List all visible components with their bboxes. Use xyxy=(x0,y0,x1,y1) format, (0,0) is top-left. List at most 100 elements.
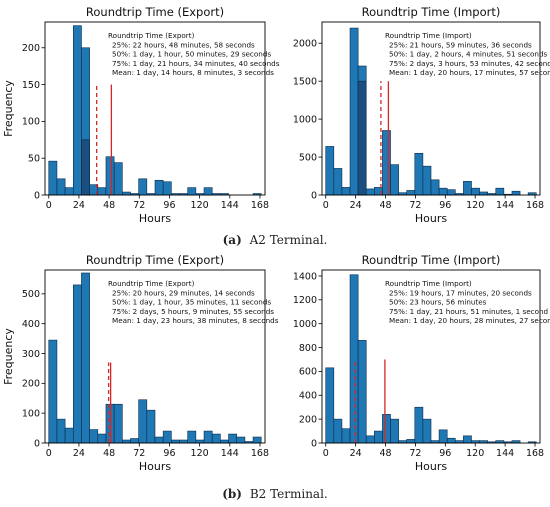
panel-2-frame xyxy=(321,21,541,196)
panel-3: 0 24 48 72 96 120 144 168 0 100 200 300 400 500 Roundt… xyxy=(2,253,279,473)
panel-2-title: Roundtrip Time (Import) xyxy=(362,5,501,19)
panel-3-ytick-label: 0 xyxy=(34,438,40,449)
panel-2-ytick-label: 0 xyxy=(311,190,317,201)
panel-3-stats-line: 25%: 20 hours, 29 minutes, 14 seconds xyxy=(112,288,255,297)
panel-3-bar xyxy=(97,433,107,444)
panel-4-ytick-label: 200 xyxy=(299,414,317,425)
panel-4-ytick-label: 0 xyxy=(311,438,317,449)
panel-2-xtick-label: 144 xyxy=(496,200,514,211)
panel-4-ytick-label: 1400 xyxy=(293,271,317,282)
panel-4-bar xyxy=(357,340,367,444)
panel-3-ytick-label: 300 xyxy=(22,349,40,360)
panel-3-stats-heading: Roundtrip Time (Export) xyxy=(108,279,195,288)
panel-3-xtick-label: 0 xyxy=(46,448,52,459)
panel-2-bar xyxy=(414,152,424,196)
panel-2-stats-line: 50%: 1 day, 2 hours, 4 minutes, 51 secon… xyxy=(389,50,548,59)
panel-1-ytick-label: 150 xyxy=(22,80,40,91)
panel-2-bar xyxy=(463,181,472,196)
panel-3-bar xyxy=(187,430,197,444)
panel-2-stats-line: 25%: 21 hours, 59 minutes, 36 seconds xyxy=(389,40,532,49)
panel-1-xlabel: Hours xyxy=(139,212,171,225)
panel-4-ytick-label: 1200 xyxy=(293,295,317,306)
panel-1-title: Roundtrip Time (Export) xyxy=(86,5,224,19)
panel-4-stats-heading: Roundtrip Time (Import) xyxy=(385,279,472,288)
panel-1-bar xyxy=(72,25,82,196)
panel-2-xlabel: Hours xyxy=(415,212,447,225)
panel-2-bar xyxy=(406,190,416,196)
panel-3-ytick-label: 100 xyxy=(22,408,40,419)
caption-a-letter: (a) xyxy=(223,233,242,247)
panel-1-bar xyxy=(203,187,213,196)
panel-1-ytick-label: 100 xyxy=(22,117,40,128)
panel-2-bar xyxy=(349,27,359,196)
panel-4-stats-line: 25%: 19 hours, 17 minutes, 20 seconds xyxy=(389,288,532,297)
panel-4-ytick-label: 600 xyxy=(299,367,317,378)
panel-2-bar xyxy=(438,187,448,196)
panel-1-stats-line: 25%: 22 hours, 48 minutes, 58 seconds xyxy=(112,40,255,49)
panel-1-ytick-label: 0 xyxy=(34,190,40,201)
panel-3-bar xyxy=(162,430,172,444)
panel-4-bar xyxy=(349,274,359,444)
panel-3-title: Roundtrip Time (Export) xyxy=(86,253,224,267)
panel-3-stats-line: Mean: 1 day, 23 hours, 38 minutes, 8 sec… xyxy=(112,316,279,325)
panel-4-bar xyxy=(333,418,343,444)
panel-3-xtick-label: 24 xyxy=(73,448,85,459)
panel-3-xtick-label: 120 xyxy=(191,448,209,459)
panel-2-xtick-label: 48 xyxy=(379,200,391,211)
panel-4-xtick-label: 96 xyxy=(439,448,451,459)
panel-4-bar xyxy=(325,367,335,444)
panel-1-bar xyxy=(56,178,66,196)
panel-2-stats-line: 75%: 2 days, 3 hours, 53 minutes, 42 sec… xyxy=(389,59,550,68)
panel-1-stats-line: 50%: 1 day, 1 hour, 50 minutes, 29 secon… xyxy=(112,50,271,59)
panel-3-ylabel: Frequency xyxy=(2,328,15,385)
panel-4-xlabel: Hours xyxy=(415,460,447,473)
panel-1-ylabel: Frequency xyxy=(2,80,15,137)
panel-3-xlabel: Hours xyxy=(139,460,171,473)
panel-3-bar xyxy=(203,430,213,444)
panel-1-frame xyxy=(44,21,266,196)
panel-1-xtick-label: 24 xyxy=(73,200,85,211)
panel-3-bar xyxy=(48,339,58,444)
panel-3-bar xyxy=(113,403,123,444)
panel-4-stats-line: 50%: 23 hours, 56 minutes xyxy=(389,298,487,307)
panel-1-stats-line: 75%: 1 day, 21 hours, 34 minutes, 40 sec… xyxy=(112,59,280,68)
caption-b: (b) B2 Terminal. xyxy=(222,487,328,501)
panel-1-xtick-label: 72 xyxy=(133,200,145,211)
panel-1-stats-heading: Roundtrip Time (Export) xyxy=(108,31,195,40)
panel-2-bar-overlay xyxy=(357,80,367,196)
panel-2-bar xyxy=(325,146,335,196)
panel-1-xtick-label: 168 xyxy=(251,200,269,211)
panel-4-xtick-label: 0 xyxy=(323,448,329,459)
panel-1-bar xyxy=(105,156,115,196)
panel-3-xtick-label: 168 xyxy=(251,448,269,459)
panel-1: 0 24 48 72 96 120 144 168 0 50 100 150 200 Roundtrip … xyxy=(2,5,280,225)
panel-3-stats-line: 75%: 2 days, 5 hours, 9 minutes, 55 seco… xyxy=(112,307,274,316)
panel-3-bar xyxy=(211,433,221,444)
panel-3-frame xyxy=(44,269,266,444)
panel-4-xtick-label: 72 xyxy=(409,448,421,459)
panel-3-bar xyxy=(130,438,139,444)
panel-4-xtick-label: 168 xyxy=(526,448,544,459)
panel-2-xtick-label: 72 xyxy=(409,200,421,211)
caption-a: (a) A2 Terminal. xyxy=(223,233,328,247)
panel-4-bar xyxy=(341,428,351,444)
panel-3-ytick-label: 400 xyxy=(22,319,40,330)
panel-1-bar xyxy=(64,187,74,196)
panel-4-bar xyxy=(374,430,383,444)
panel-4-xtick-label: 48 xyxy=(379,448,391,459)
panel-2-stats-heading: Roundtrip Time (Import) xyxy=(385,31,472,40)
panel-3-xtick-label: 96 xyxy=(163,448,175,459)
panel-3-stats-line: 50%: 1 day, 1 hour, 35 minutes, 11 secon… xyxy=(112,298,271,307)
panel-3-bar xyxy=(236,436,246,444)
panel-3-ytick-label: 200 xyxy=(22,379,40,390)
caption-b-text: B2 Terminal. xyxy=(250,487,328,501)
panel-1-bar xyxy=(48,160,58,196)
panel-1-bar xyxy=(113,162,123,196)
panel-1-xtick-label: 96 xyxy=(163,200,175,211)
panel-4-title: Roundtrip Time (Import) xyxy=(362,253,501,267)
panel-3-bar xyxy=(81,272,90,444)
panel-3-xtick-label: 48 xyxy=(103,448,115,459)
panel-4-ytick-label: 1000 xyxy=(293,319,317,330)
panel-1-xtick-label: 0 xyxy=(46,200,52,211)
panel-1-xtick-label: 144 xyxy=(221,200,239,211)
